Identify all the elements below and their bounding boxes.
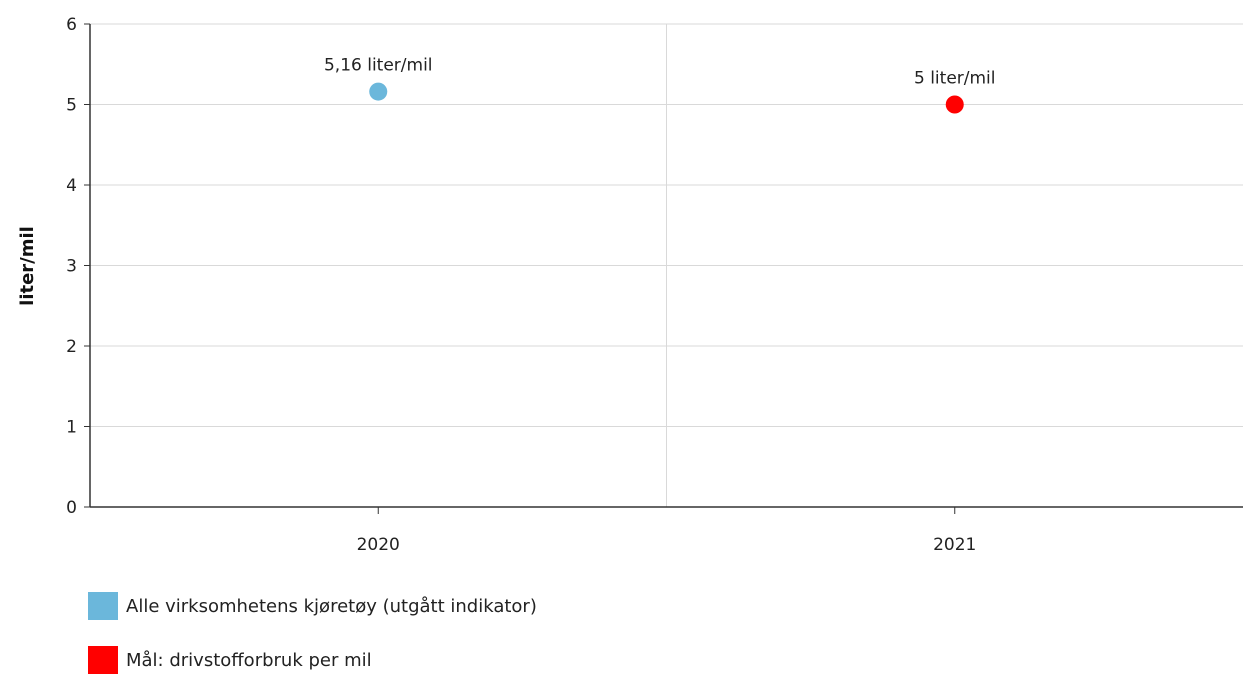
legend: Alle virksomhetens kjøretøy (utgått indi…: [88, 592, 537, 700]
legend-label: Alle virksomhetens kjøretøy (utgått indi…: [126, 595, 537, 617]
y-tick-label: 2: [66, 337, 77, 357]
x-tick-label: 2020: [357, 535, 400, 555]
data-point: [369, 82, 388, 101]
legend-swatch: [88, 646, 118, 674]
y-tick-label: 6: [66, 15, 77, 35]
y-axis-title: liter/mil: [17, 226, 38, 306]
chart: 0 1 2 3 4 5 6 2020 2021 5,16 liter/mil 5 liter/mi…: [17, 15, 1243, 674]
legend-swatch: [88, 592, 118, 620]
y-tick-label: 0: [66, 498, 77, 518]
y-tick-label: 1: [66, 418, 77, 438]
legend-label: Mål: drivstofforbruk per mil: [126, 649, 372, 671]
plot-area: 0 1 2 3 4 5 6 2020 2021 5,16 liter/mil 5 liter/mi…: [17, 15, 1243, 555]
legend-item-target[interactable]: Mål: drivstofforbruk per mil: [88, 646, 537, 674]
y-tick-label: 4: [66, 176, 77, 196]
data-label: 5 liter/mil: [914, 69, 996, 89]
data-label: 5,16 liter/mil: [324, 56, 433, 76]
legend-item-all-vehicles[interactable]: Alle virksomhetens kjøretøy (utgått indi…: [88, 592, 537, 620]
y-tick-label: 3: [66, 257, 77, 277]
data-point: [945, 95, 964, 114]
x-tick-label: 2021: [933, 535, 976, 555]
y-tick-label: 5: [66, 96, 77, 116]
